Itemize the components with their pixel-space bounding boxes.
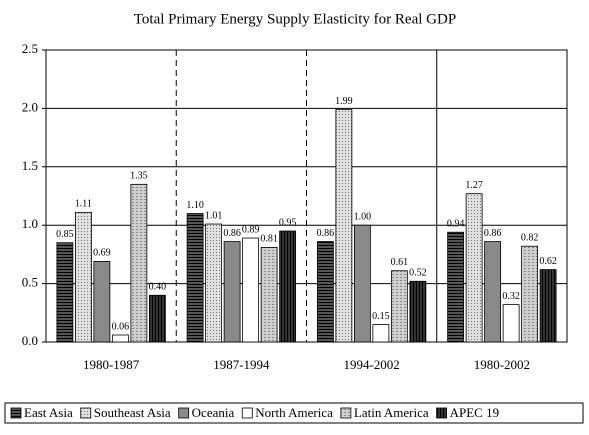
bar — [521, 245, 539, 343]
bar — [372, 324, 390, 343]
value-label: 0.32 — [502, 291, 520, 302]
bar — [279, 230, 297, 343]
legend-swatch — [10, 407, 22, 419]
bar — [447, 231, 465, 343]
bar — [316, 241, 334, 343]
value-label: 0.62 — [539, 256, 557, 267]
bar — [484, 241, 502, 343]
value-label: 0.86 — [484, 228, 502, 239]
bar — [130, 183, 148, 343]
bar — [56, 242, 74, 343]
value-label: 0.69 — [93, 248, 111, 259]
bar — [465, 193, 483, 343]
value-label: 1.00 — [354, 211, 372, 222]
bar — [242, 237, 260, 343]
bar — [205, 223, 223, 343]
value-label: 0.40 — [149, 282, 167, 293]
x-tick-label: 1980-2002 — [474, 357, 530, 372]
y-tick-label: 2.5 — [22, 41, 38, 56]
y-tick-label: 1.0 — [22, 216, 38, 231]
bar — [335, 109, 353, 343]
value-label: 0.86 — [317, 228, 335, 239]
bar — [223, 241, 241, 343]
value-label: 0.61 — [391, 257, 409, 268]
x-tick-label: 1994-2002 — [343, 357, 399, 372]
bar — [186, 213, 204, 343]
bar — [409, 280, 427, 343]
bar — [390, 270, 408, 343]
value-label: 0.82 — [521, 233, 539, 244]
value-label: 0.85 — [56, 229, 74, 240]
y-tick-label: 0.0 — [22, 333, 38, 348]
bar — [260, 246, 278, 343]
value-label: 1.99 — [335, 96, 353, 107]
value-label: 1.01 — [205, 210, 223, 221]
legend-swatch — [80, 407, 92, 419]
legend-label: North America — [255, 405, 333, 420]
value-label: 1.10 — [186, 200, 204, 211]
value-label: 0.86 — [223, 228, 241, 239]
bar — [74, 211, 92, 343]
legend-label: APEC 19 — [450, 405, 499, 420]
legend-swatch — [436, 407, 448, 419]
legend-label: East Asia — [24, 405, 73, 420]
value-label: 0.81 — [260, 234, 278, 245]
x-tick-label: 1987-1994 — [213, 357, 270, 372]
value-label: 1.35 — [130, 171, 148, 182]
legend-swatch — [340, 407, 352, 419]
value-label: 0.89 — [242, 224, 260, 235]
chart-title: Total Primary Energy Supply Elasticity f… — [134, 11, 456, 27]
value-label: 0.52 — [409, 268, 427, 279]
bar — [502, 304, 520, 343]
value-label: 0.06 — [112, 321, 130, 332]
bar — [539, 269, 557, 343]
bar — [93, 261, 111, 343]
legend-swatch — [241, 407, 253, 419]
y-tick-label: 1.5 — [22, 158, 38, 173]
value-label: 0.94 — [447, 219, 465, 230]
legend-label: Oceania — [192, 405, 235, 420]
x-tick-label: 1980-1987 — [83, 357, 140, 372]
value-label: 0.95 — [279, 217, 297, 228]
bar — [111, 334, 129, 343]
value-label: 1.11 — [75, 199, 92, 210]
bar — [353, 224, 371, 343]
value-label: 1.27 — [465, 180, 483, 191]
bar — [148, 294, 166, 343]
value-label: 0.15 — [372, 311, 390, 322]
y-tick-label: 0.5 — [22, 275, 38, 290]
y-tick-label: 2.0 — [22, 99, 38, 114]
legend-label: Southeast Asia — [94, 405, 171, 420]
legend-label: Latin America — [354, 405, 429, 420]
legend-swatch — [178, 407, 190, 419]
